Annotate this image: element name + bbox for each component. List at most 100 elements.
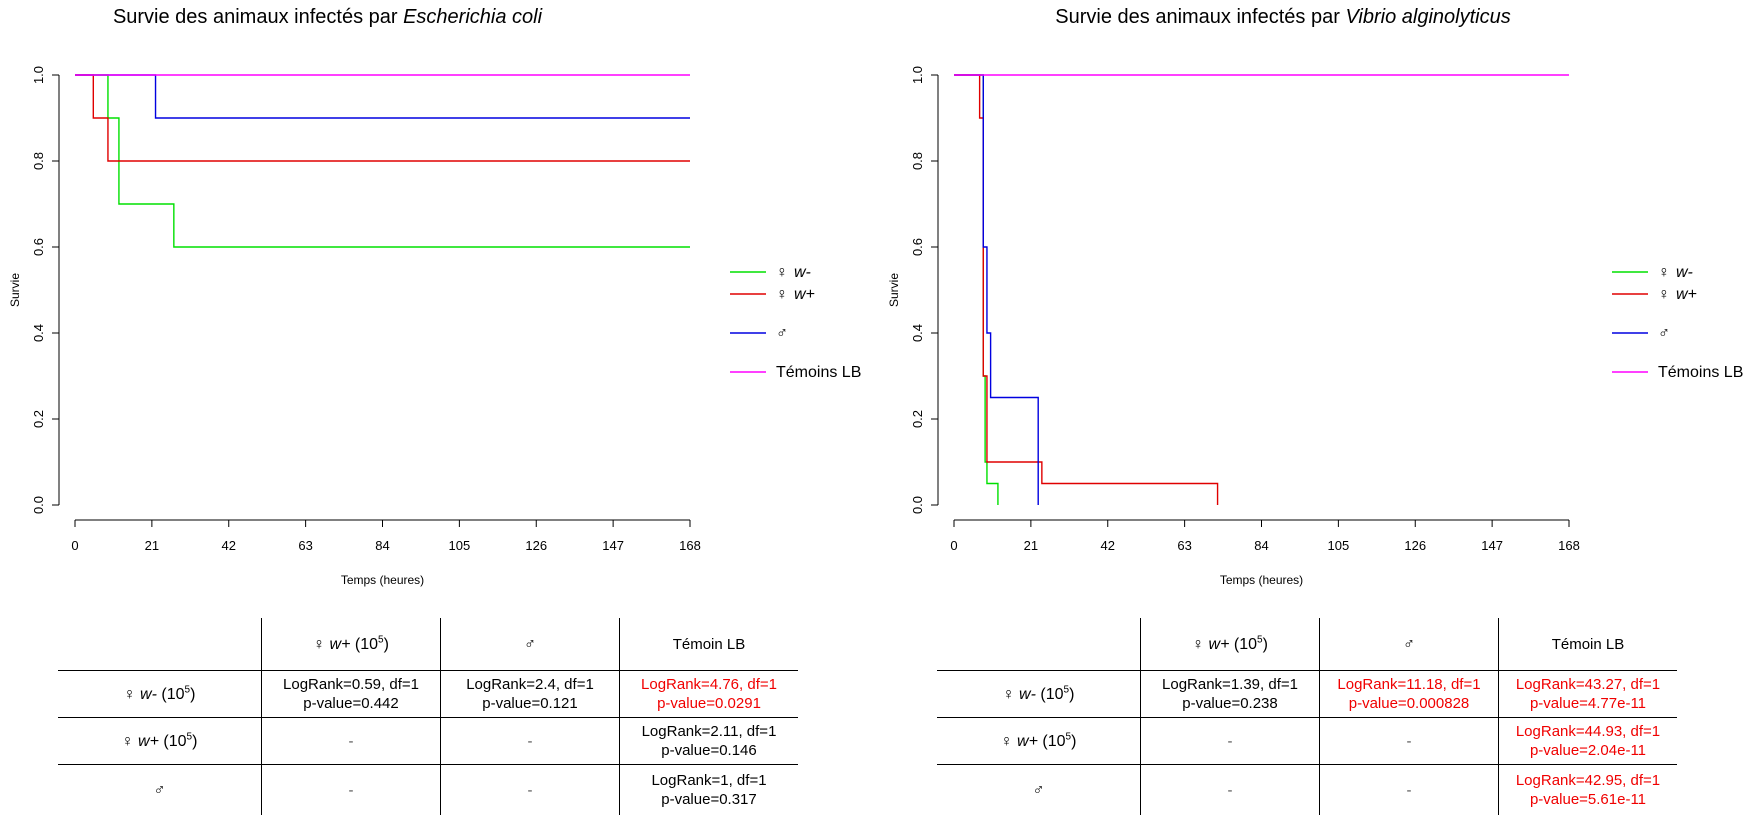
table-header-row: ♀ w+ (105) ♂ Témoin LB (937, 618, 1677, 671)
empty-cell: - (527, 732, 533, 750)
p-value: p-value=5.61e-11 (1529, 791, 1647, 808)
sex-symbol: ♂ (153, 781, 166, 799)
x-tick-label: 0 (71, 538, 78, 553)
y-tick-label: 0.6 (910, 238, 925, 256)
cell-vs-w-plus: - (261, 764, 441, 815)
survival-curve-series-0 (954, 74, 999, 505)
row-label: ♀ w- (105) (937, 670, 1141, 718)
legend-symbol: ♀ (776, 286, 788, 303)
y-tick-label: 0.6 (31, 238, 46, 256)
row-label: ♂ (58, 765, 262, 816)
genotype: w+ (329, 635, 351, 653)
y-tick-label: 1.0 (31, 66, 46, 84)
dose: (105) (163, 731, 198, 750)
p-value: p-value=0.442 (303, 695, 399, 712)
empty-cell: - (348, 781, 354, 799)
table-corner (58, 618, 262, 671)
genotype: w+ (1208, 635, 1230, 653)
survival-curve-series-2 (954, 74, 1039, 505)
logrank-stat: LogRank=42.95, df=1 (1515, 772, 1661, 789)
header-w-plus: ♀ w+ (105) (261, 618, 441, 671)
logrank-stat: LogRank=2.11, df=1 (641, 723, 777, 740)
logrank-stat: LogRank=11.18, df=1 (1337, 676, 1481, 693)
logrank-stat: LogRank=1.39, df=1 (1162, 676, 1298, 693)
x-tick-label: 84 (1254, 538, 1268, 553)
cell-vs-control: LogRank=43.27, df=1 p-value=4.77e-11 (1498, 670, 1677, 718)
genotype: w+ (1017, 732, 1038, 750)
table-corner (937, 618, 1141, 671)
legend-symbol: ♀ (776, 264, 788, 281)
cell-vs-male: - (1319, 717, 1499, 765)
p-value: p-value=0.146 (661, 742, 757, 759)
legend-symbol: Témoins LB (1658, 364, 1743, 381)
table-row: ♀ w+ (105) - - LogRank=44.93, df=1 p-value=2… (937, 717, 1677, 765)
legend-symbol: ♂ (776, 325, 788, 342)
chart-title-prefix: Survie des animaux infectés par (1055, 6, 1346, 28)
legend-w-plus-label: ♀ w+ (776, 286, 815, 303)
chart-title-vibrio: Survie des animaux infectés par Vibrio a… (878, 6, 1688, 29)
y-axis-label: Survie (8, 273, 22, 307)
chart-title-species: Vibrio alginolyticus (1345, 6, 1511, 28)
empty-cell: - (1406, 732, 1412, 750)
x-tick-label: 105 (449, 538, 471, 553)
header-male: ♂ (1319, 618, 1499, 671)
header-male: ♂ (440, 618, 620, 671)
x-axis-label: Temps (heures) (341, 573, 424, 587)
p-value: p-value=0.238 (1182, 695, 1278, 712)
cell-vs-w-plus: LogRank=1.39, df=1 p-value=0.238 (1140, 670, 1320, 718)
cell-vs-control: LogRank=44.93, df=1 p-value=2.04e-11 (1498, 717, 1677, 765)
legend-genotype: w+ (794, 286, 815, 303)
x-tick-label: 168 (679, 538, 701, 553)
legend-genotype: w+ (1676, 286, 1697, 303)
x-tick-label: 126 (525, 538, 547, 553)
x-tick-label: 21 (1024, 538, 1038, 553)
legend-male-label: ♂ (776, 325, 788, 342)
y-tick-label: 0.4 (910, 324, 925, 342)
dose: (105) (354, 634, 389, 653)
sex-symbol: ♀ (123, 685, 136, 703)
cell-vs-control: LogRank=2.11, df=1 p-value=0.146 (619, 717, 798, 765)
x-tick-label: 105 (1328, 538, 1350, 553)
x-tick-label: 42 (1101, 538, 1115, 553)
legend-genotype: w- (1676, 264, 1693, 281)
p-value: p-value=2.04e-11 (1529, 742, 1647, 759)
empty-cell: - (1227, 732, 1233, 750)
sex-symbol: ♀ (1192, 635, 1205, 653)
empty-cell: - (1227, 781, 1233, 799)
y-axis-label: Survie (887, 273, 901, 307)
dose: (105) (161, 684, 196, 703)
x-tick-label: 42 (222, 538, 236, 553)
empty-cell: - (348, 732, 354, 750)
y-tick-label: 0.8 (31, 152, 46, 170)
legend-male-label: ♂ (1658, 325, 1670, 342)
table-header-row: ♀ w+ (105) ♂ Témoin LB (58, 618, 798, 671)
p-value: p-value=0.317 (661, 791, 757, 808)
x-tick-label: 147 (1481, 538, 1503, 553)
sex-symbol: ♂ (1032, 781, 1045, 799)
legend-symbol: ♀ (1658, 286, 1670, 303)
dose: (105) (1233, 634, 1268, 653)
y-tick-label: 0.8 (910, 152, 925, 170)
legend-control-label: Témoins LB (1658, 364, 1743, 381)
cell-vs-male: - (1319, 764, 1499, 815)
table-row: ♂ - - LogRank=1, df=1 p-value=0.317 (58, 764, 798, 816)
cell-vs-male: - (440, 717, 620, 765)
sex-symbol: ♀ (1002, 685, 1015, 703)
legend-symbol: ♂ (1658, 325, 1670, 342)
p-value: p-value=0.121 (482, 695, 578, 712)
dose: (105) (1040, 684, 1075, 703)
sex-symbol: ♀ (121, 732, 134, 750)
cell-vs-male: - (440, 764, 620, 815)
legend-w-minus-label: ♀ w- (776, 264, 811, 281)
p-value: p-value=0.000828 (1348, 695, 1470, 712)
cell-vs-control: LogRank=1, df=1 p-value=0.317 (619, 764, 798, 815)
genotype: w- (1019, 685, 1036, 703)
cell-vs-control: LogRank=4.76, df=1 p-value=0.0291 (619, 670, 798, 718)
legend-symbol: Témoins LB (776, 364, 861, 381)
dose: (105) (1042, 731, 1077, 750)
x-tick-label: 84 (375, 538, 389, 553)
p-value: p-value=4.77e-11 (1529, 695, 1647, 712)
x-tick-label: 147 (602, 538, 624, 553)
genotype: w+ (138, 732, 159, 750)
